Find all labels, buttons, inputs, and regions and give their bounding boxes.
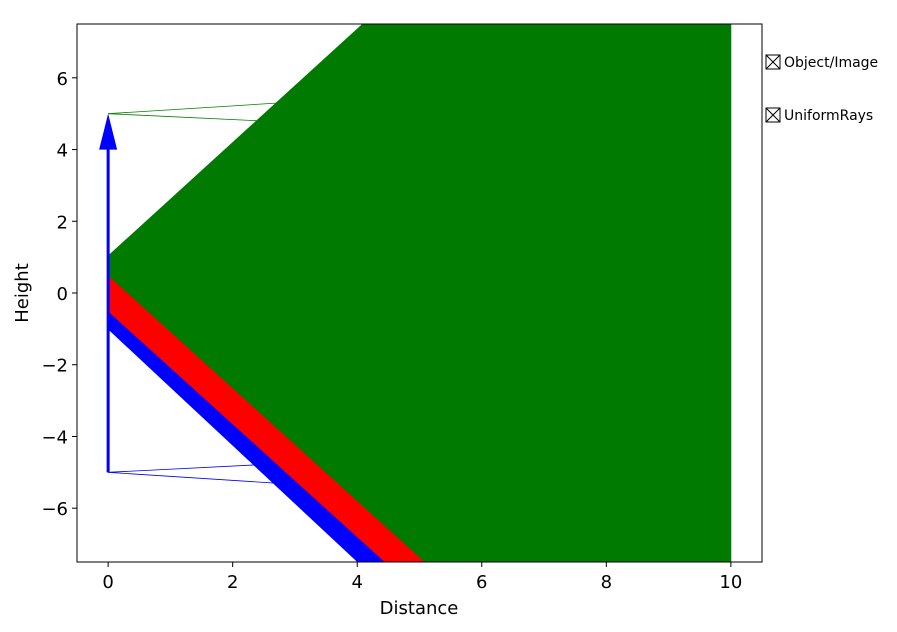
- x-tick-label: 2: [227, 572, 238, 593]
- y-tick-label: −6: [41, 499, 68, 520]
- x-tick-label: 8: [601, 572, 612, 593]
- legend-check-x: [765, 107, 781, 123]
- plot-area: [99, 24, 732, 562]
- x-axis-label: Distance: [380, 598, 459, 619]
- x-tick-label: 6: [476, 572, 487, 593]
- y-tick-label: 6: [57, 69, 68, 90]
- legend-check-x: [765, 54, 781, 70]
- y-tick-label: 4: [57, 141, 68, 162]
- legend-label: UniformRays: [784, 108, 873, 124]
- y-tick-label: −2: [41, 356, 68, 377]
- x-tick-label: 0: [102, 572, 113, 593]
- ray-line: [108, 102, 281, 115]
- legend-label: Object/Image: [784, 55, 878, 71]
- y-axis-label: Height: [12, 263, 33, 323]
- ray-line: [108, 113, 261, 122]
- y-tick-label: −4: [41, 427, 68, 448]
- y-tick-label: 0: [57, 284, 68, 305]
- x-tick-label: 4: [352, 572, 363, 593]
- ray-line: [108, 471, 281, 484]
- ray-line: [108, 464, 266, 473]
- y-tick-label: 2: [57, 212, 68, 233]
- x-tick-label: 10: [719, 572, 742, 593]
- arrow-head: [99, 113, 118, 150]
- ray-band: [107, 24, 732, 562]
